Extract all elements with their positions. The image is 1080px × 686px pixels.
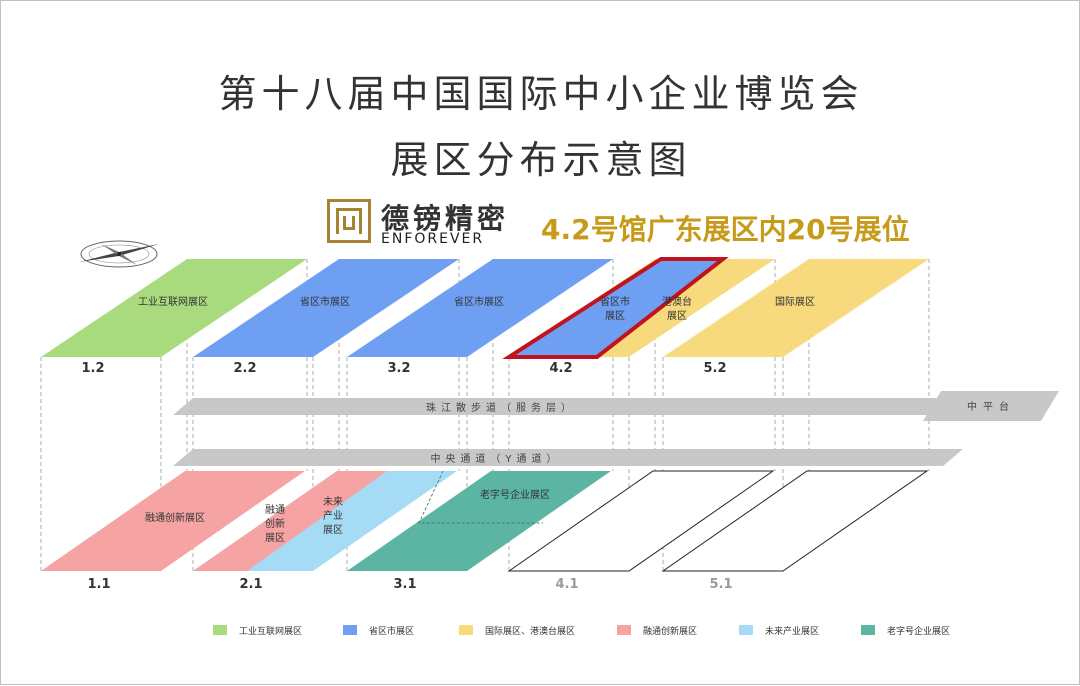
- hall-fill: [347, 471, 611, 571]
- hall-label: 省区市展区: [300, 295, 350, 308]
- hall-label: 港澳台展区: [662, 295, 692, 322]
- legend-item: 老字号企业展区: [861, 621, 950, 639]
- hall-number: 1.1: [87, 577, 110, 592]
- hall-fill-left: [509, 259, 723, 357]
- hall-number: 4.2: [549, 361, 572, 376]
- platform-label: 中平台: [967, 400, 1015, 413]
- legend-item: 未来产业展区: [739, 621, 819, 639]
- hall-fill-left: [193, 471, 387, 571]
- hall-label: 省区市展区: [600, 295, 630, 322]
- hall-number: 4.1: [555, 577, 578, 592]
- legend-label: 融通创新展区: [643, 626, 698, 637]
- hall-4-1: [507, 470, 775, 572]
- hall-label: 融通创新展区: [265, 504, 285, 544]
- logo-name-en: ENFOREVER: [381, 231, 485, 247]
- hall-fill: [347, 259, 613, 357]
- hall-2-1: [193, 471, 457, 571]
- hall-number: 5.1: [709, 577, 732, 592]
- hall-1-2: [41, 259, 307, 357]
- walkway-lower-label: 中央通道（Y通道）: [430, 452, 561, 465]
- hall-3-2: [347, 259, 613, 357]
- hall-number: 5.2: [703, 361, 726, 376]
- legend-item: 省区市展区: [343, 621, 414, 639]
- legend-label: 老字号企业展区: [887, 626, 951, 637]
- hall-number: 1.2: [81, 361, 104, 376]
- legend-label: 省区市展区: [369, 626, 415, 637]
- hall-number: 2.1: [239, 577, 262, 592]
- legend: 工业互联网展区 省区市展区 国际展区、港澳台展区 融通创新展区 未来产业展区 老字号企业展…: [213, 621, 973, 639]
- logo-mark-icon: [327, 199, 371, 243]
- hall-fill: [41, 471, 305, 571]
- hall-label: 老字号企业展区: [480, 488, 550, 501]
- hall-number: 2.2: [233, 361, 256, 376]
- hall-number: 3.2: [387, 361, 410, 376]
- hall-outline: [507, 470, 775, 572]
- walkway-upper-label: 珠江散步道（服务层）: [426, 401, 576, 414]
- hall-subdivision: [418, 470, 543, 524]
- legend-item: 工业互联网展区: [213, 621, 302, 639]
- booth-location: 4.2号馆广东展区内20号展位: [541, 213, 910, 246]
- highlight-outline: [502, 257, 729, 359]
- logo-name-cn: 德镑精密: [381, 202, 510, 235]
- hall-label: 省区市展区: [454, 295, 504, 308]
- platform-block: [923, 391, 1059, 421]
- hall-5-2: [663, 259, 929, 357]
- hall-5-1: [661, 470, 929, 572]
- hall-number: 3.1: [393, 577, 416, 592]
- hall-3-1: [347, 470, 611, 571]
- legend-swatch: [459, 625, 473, 635]
- hall-4-2: [502, 257, 775, 359]
- legend-item: 融通创新展区: [617, 621, 697, 639]
- compass-icon: [79, 240, 159, 268]
- hall-label: 融通创新展区: [145, 511, 205, 524]
- hall-label: 工业互联网展区: [138, 296, 208, 308]
- hall-outline: [661, 470, 929, 572]
- hall-fill: [41, 259, 307, 357]
- legend-swatch: [213, 625, 227, 635]
- page-subtitle: 展区分布示意图: [390, 138, 692, 182]
- hall-label: 国际展区: [775, 296, 815, 308]
- company-logo: 德镑精密 ENFOREVER: [327, 197, 531, 249]
- hall-fill: [193, 259, 459, 357]
- walkway-upper: [173, 398, 966, 415]
- walkway-lower: [173, 449, 963, 466]
- legend-swatch: [343, 625, 357, 635]
- legend-label: 工业互联网展区: [239, 626, 303, 637]
- legend-label: 国际展区、港澳台展区: [485, 626, 576, 637]
- legend-swatch: [617, 625, 631, 635]
- legend-label: 未来产业展区: [765, 626, 820, 637]
- hall-1-1: [41, 471, 305, 571]
- legend-item: 国际展区、港澳台展区: [459, 621, 575, 639]
- hall-2-2: [193, 259, 459, 357]
- legend-swatch: [861, 625, 875, 635]
- legend-swatch: [739, 625, 753, 635]
- hall-label: 未来产业展区: [323, 496, 343, 536]
- hall-fill: [663, 259, 929, 357]
- page-title: 第十八届中国国际中小企业博览会: [218, 72, 864, 116]
